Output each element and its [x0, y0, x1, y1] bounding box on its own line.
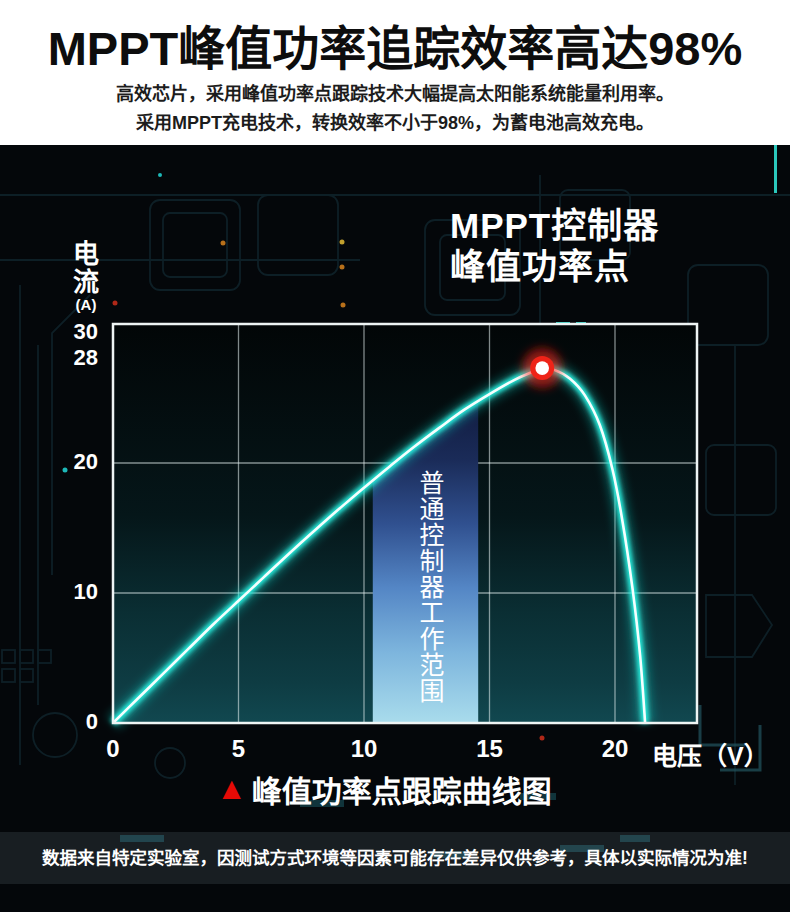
y-tick-label: 30 — [48, 319, 98, 345]
triangle-marker-icon: ▲ — [216, 774, 247, 804]
chart-section: MPPT控制器 峰值功率点 电流 (A) 302820100 05101520 … — [0, 145, 790, 912]
disclaimer-bar: 数据来自特定实验室，因测试方式环境等因素可能存在差异仅供参考，具体以实际情况为准… — [0, 832, 790, 884]
chart-title-line-2: 峰值功率点 — [450, 246, 659, 287]
page: MPPT峰值功率追踪效率高达98% 高效芯片，采用峰值功率点跟踪技术大幅提高太阳… — [0, 0, 790, 912]
header: MPPT峰值功率追踪效率高达98% 高效芯片，采用峰值功率点跟踪技术大幅提高太阳… — [0, 0, 790, 145]
chart-title: MPPT控制器 峰值功率点 — [450, 205, 659, 287]
y-tick-label: 0 — [48, 709, 98, 735]
band-label: 普通控制器工作范围 — [412, 470, 448, 704]
y-tick-label: 20 — [48, 449, 98, 475]
subtitle-line-1: 高效芯片，采用峰值功率点跟踪技术大幅提高太阳能系统能量利用率。 — [0, 79, 790, 105]
x-tick-label: 0 — [89, 735, 137, 763]
page-title: MPPT峰值功率追踪效率高达98% — [0, 10, 790, 79]
y-axis-unit: (A) — [72, 296, 100, 313]
caption-text: 峰值功率点跟踪曲线图 — [252, 767, 552, 811]
y-axis-label: 电流 — [72, 240, 100, 296]
chart-caption: ▲ 峰值功率点跟踪曲线图 — [0, 767, 779, 811]
peak-marker-center — [535, 361, 549, 375]
x-tick-label: 5 — [215, 735, 263, 763]
x-tick-label: 10 — [340, 735, 388, 763]
y-tick-label: 28 — [48, 345, 98, 371]
chart-title-line-1: MPPT控制器 — [450, 205, 659, 246]
subtitle-line-2: 采用MPPT充电技术，转换效率不小于98%，为蓄电池高效充电。 — [0, 108, 790, 134]
disclaimer-text: 数据来自特定实验室，因测试方式环境等因素可能存在差异仅供参考，具体以实际情况为准… — [42, 848, 748, 868]
x-tick-label: 15 — [466, 735, 514, 763]
x-tick-label: 20 — [591, 735, 639, 763]
y-tick-label: 10 — [48, 579, 98, 605]
